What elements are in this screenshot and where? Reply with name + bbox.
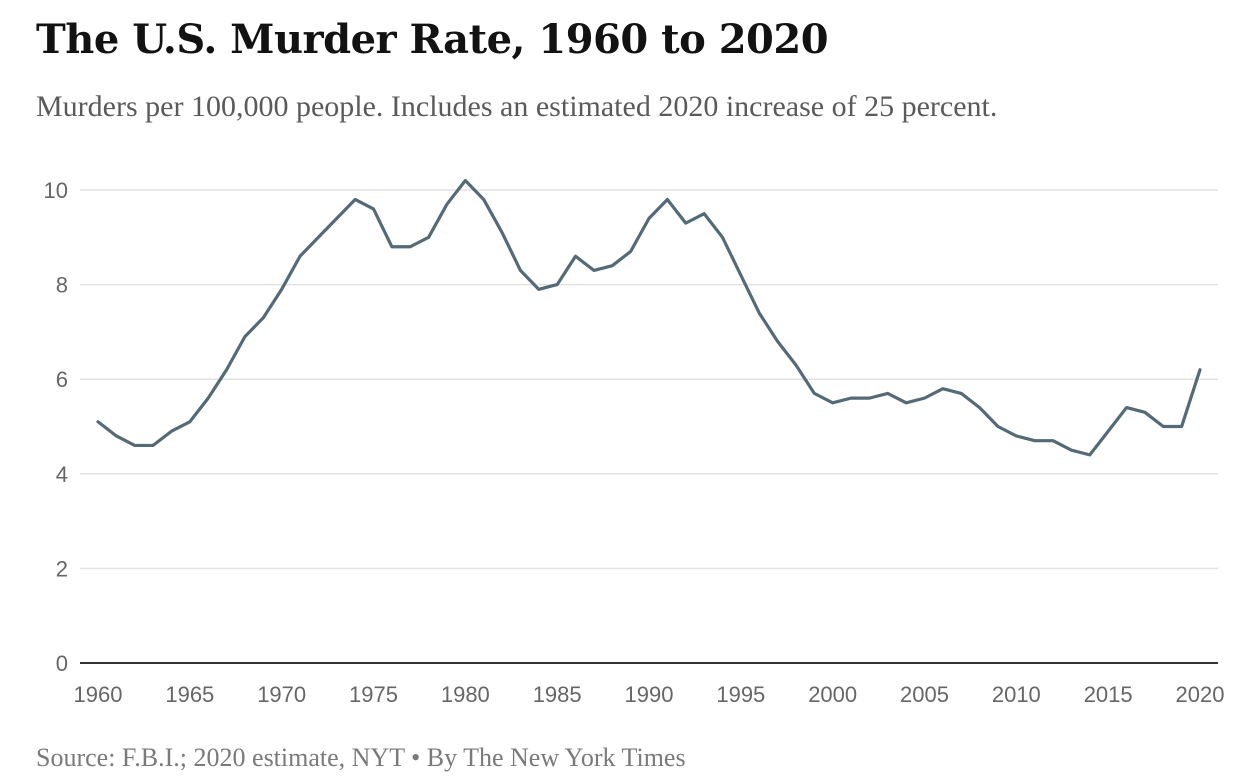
x-tick-label: 1960: [74, 682, 123, 707]
line-chart: 0 2 4 6 8 10 1960 1965 1970 1975 1980 1985 1990 1995…: [44, 178, 1225, 707]
x-tick-label: 1965: [165, 682, 214, 707]
y-tick-label: 6: [56, 367, 68, 392]
x-tick-label: 2015: [1084, 682, 1133, 707]
y-axis-labels: 0 2 4 6 8 10: [44, 178, 68, 676]
x-tick-label: 1970: [257, 682, 306, 707]
x-tick-label: 2010: [992, 682, 1041, 707]
x-tick-label: 2000: [808, 682, 857, 707]
x-tick-label: 2020: [1176, 682, 1225, 707]
y-tick-label: 0: [56, 651, 68, 676]
x-tick-label: 2005: [900, 682, 949, 707]
source-credit: Source: F.B.I.; 2020 estimate, NYT • By …: [36, 743, 686, 772]
y-tick-label: 8: [56, 273, 68, 298]
x-axis-labels: 1960 1965 1970 1975 1980 1985 1990 1995 2000 2005…: [74, 682, 1225, 707]
x-tick-label: 1985: [533, 682, 582, 707]
x-tick-label: 1980: [441, 682, 490, 707]
x-tick-label: 1995: [716, 682, 765, 707]
gridlines: [80, 189, 1218, 570]
y-tick-label: 10: [44, 178, 68, 203]
chart-title: The U.S. Murder Rate, 1960 to 2020: [36, 16, 829, 63]
chart-subtitle: Murders per 100,000 people. Includes an …: [36, 90, 998, 123]
y-tick-label: 2: [56, 556, 68, 581]
y-tick-label: 4: [56, 462, 68, 487]
x-tick-label: 1990: [625, 682, 674, 707]
x-tick-label: 1975: [349, 682, 398, 707]
series-line-murder-rate: [96, 178, 1202, 457]
